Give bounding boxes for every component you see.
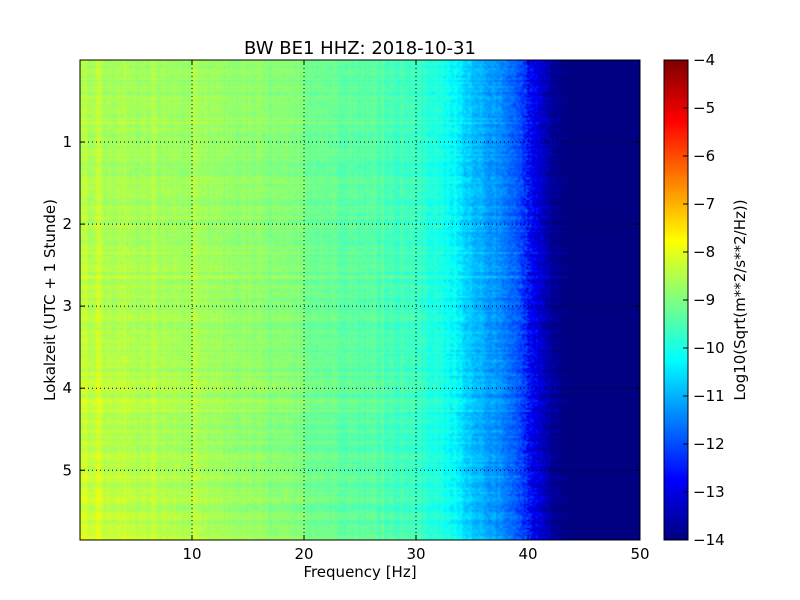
- colorbar: −14 −13 −12 −11 −10 −9 −8 −7 −6 −5 −4 Log10(Sqrt(m…: [663, 51, 749, 549]
- x-axis-ticks: 10 20 30 40 50: [182, 60, 650, 563]
- colorbar-tick-label: −10: [693, 339, 725, 357]
- y-axis-ticks: 1 2 3 4 5: [62, 133, 640, 479]
- x-tick-label: 50: [630, 545, 649, 563]
- colorbar-tick-label: −11: [693, 387, 725, 405]
- x-axis-label: Frequency [Hz]: [303, 563, 416, 581]
- chart-title: BW BE1 HHZ: 2018-10-31: [244, 38, 476, 59]
- colorbar-tick-label: −4: [693, 51, 715, 69]
- y-axis-label: Lokalzeit (UTC + 1 Stunde): [41, 199, 59, 401]
- y-tick-label: 3: [62, 297, 72, 315]
- colorbar-tick-label: −5: [693, 99, 715, 117]
- spectrogram-heatmap: [80, 60, 640, 540]
- plot-frame: [79, 59, 641, 541]
- colorbar-tick-label: −13: [693, 483, 725, 501]
- y-tick-label: 2: [62, 215, 72, 233]
- plot-area: 10 20 30 40 50 1 2 3 4 5: [62, 59, 650, 563]
- colorbar-label: Log10(Sqrt(m**2/s**2/Hz)): [731, 199, 749, 400]
- x-tick-label: 30: [406, 545, 425, 563]
- y-tick-label: 1: [62, 133, 72, 151]
- x-tick-label: 40: [518, 545, 537, 563]
- colorbar-tick-label: −14: [693, 531, 725, 549]
- colorbar-tick-label: −8: [693, 243, 715, 261]
- colorbar-tick-label: −9: [693, 291, 715, 309]
- colorbar-ticks: −14 −13 −12 −11 −10 −9 −8 −7 −6 −5 −4: [683, 51, 725, 549]
- y-tick-label: 4: [62, 379, 72, 397]
- grid-lines: [80, 60, 640, 540]
- colorbar-tick-label: −12: [693, 435, 725, 453]
- x-tick-label: 20: [294, 545, 313, 563]
- x-tick-label: 10: [182, 545, 201, 563]
- colorbar-tick-label: −7: [693, 195, 715, 213]
- y-tick-label: 5: [62, 461, 72, 479]
- colorbar-tick-label: −6: [693, 147, 715, 165]
